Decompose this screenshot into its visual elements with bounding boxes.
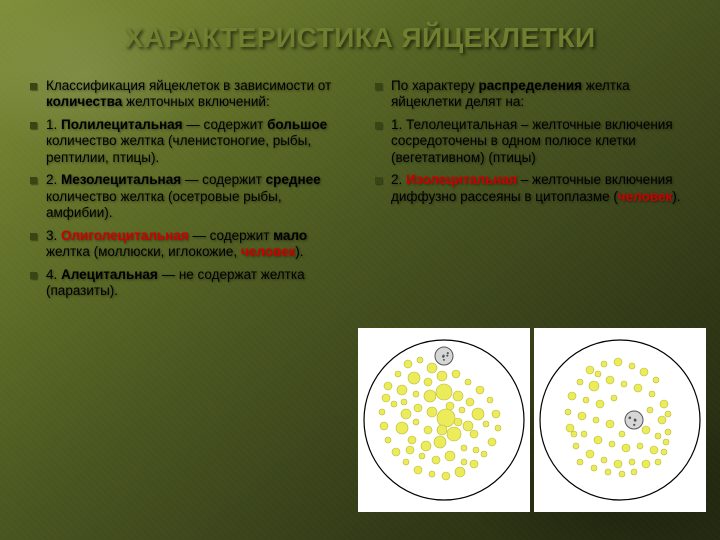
text-bold: Мезолецитальная: [61, 172, 181, 187]
text: 4.: [46, 267, 61, 282]
text: 1.: [46, 117, 61, 132]
text: ).: [672, 189, 680, 204]
text-red: человек: [241, 244, 295, 259]
text: 2.: [46, 172, 61, 187]
text: — содержит: [181, 172, 266, 187]
content-columns: Классификация яйцеклеток в зависимости о…: [30, 78, 690, 306]
text-bold: Полилецитальная: [61, 117, 183, 132]
slide-title: ХАРАКТЕРИСТИКА ЯЙЦЕКЛЕТКИ: [0, 22, 720, 54]
cell-diagram-icon: [534, 328, 706, 512]
cell-diagram-icon: [358, 328, 530, 512]
right-item-1: 1. Телолецитальная – желточные включения…: [375, 117, 690, 166]
text: желточных включений:: [122, 94, 269, 109]
text: — содержит: [189, 228, 274, 243]
left-column: Классификация яйцеклеток в зависимости о…: [30, 78, 351, 306]
text-bold: распределения: [479, 78, 583, 93]
right-list: По характеру распределения желтка яйцекл…: [375, 78, 690, 205]
text: 3.: [46, 228, 61, 243]
right-column: По характеру распределения желтка яйцекл…: [375, 78, 690, 306]
text: По характеру: [391, 78, 479, 93]
text: Классификация яйцеклеток в зависимости о…: [46, 78, 331, 93]
text: желтка (моллюски, иглокожие,: [46, 244, 241, 259]
right-item-2: 2. Изолецитальная – желточные включения …: [375, 172, 690, 205]
text: количество желтка (осетровые рыбы, амфиб…: [46, 189, 282, 220]
left-item-1: 1. Полилецитальная — содержит большое ко…: [30, 117, 351, 166]
text-bold: мало: [273, 228, 307, 243]
text: количество желтка (членистоногие, рыбы, …: [46, 133, 311, 164]
text: ).: [295, 244, 303, 259]
text-bold: количества: [46, 94, 122, 109]
diagram-isolecithal: [358, 328, 530, 512]
slide: ХАРАКТЕРИСТИКА ЯЙЦЕКЛЕТКИ Классификация …: [0, 0, 720, 540]
text: — содержит: [183, 117, 268, 132]
left-item-3: 3. Олиголецитальная — содержит мало желт…: [30, 228, 351, 261]
text: 2.: [391, 172, 406, 187]
left-list: Классификация яйцеклеток в зависимости о…: [30, 78, 351, 300]
left-item-2: 2. Мезолецитальная — содержит среднее ко…: [30, 172, 351, 221]
right-intro: По характеру распределения желтка яйцекл…: [375, 78, 690, 111]
text-bold: большое: [267, 117, 327, 132]
text-red: Олиголецитальная: [61, 228, 189, 243]
left-item-4: 4. Алецитальная — не содержат желтка (па…: [30, 267, 351, 300]
text-red: Изолецитальная: [406, 172, 517, 187]
text-bold: среднее: [266, 172, 321, 187]
text-bold: Алецитальная: [61, 267, 158, 282]
left-intro: Классификация яйцеклеток в зависимости о…: [30, 78, 351, 111]
text-red: человек: [618, 189, 672, 204]
diagram-oligolecithal: [534, 328, 706, 512]
